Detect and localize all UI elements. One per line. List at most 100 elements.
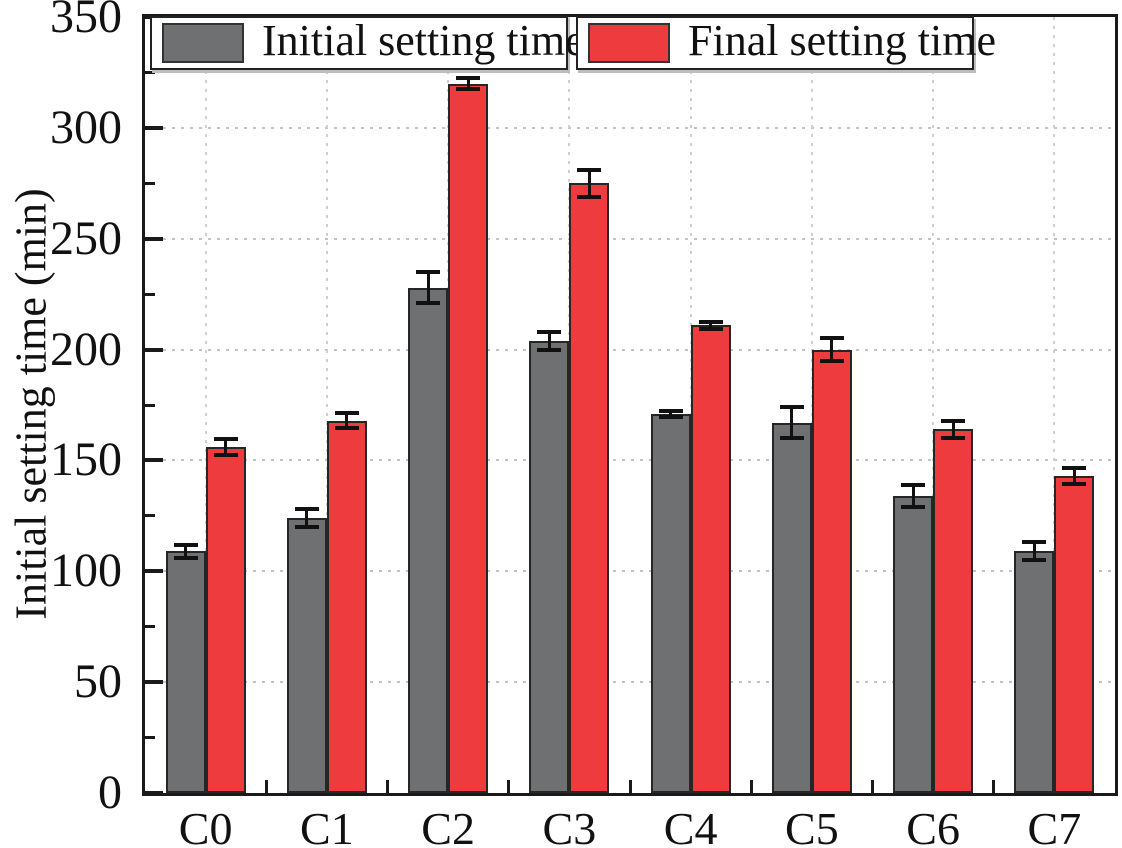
plot-canvas <box>145 15 1115 795</box>
bar-final-C1 <box>326 420 367 793</box>
x-axis-tick <box>871 780 874 793</box>
error-bar-cap-top-final-C1 <box>334 410 359 415</box>
error-bar-initial-C2 <box>426 271 430 303</box>
error-bar-cap-top-initial-C0 <box>173 542 198 547</box>
error-bar-cap-top-initial-C3 <box>537 329 562 334</box>
legend-item-final-setting-time: Final setting time <box>576 16 996 70</box>
error-bar-initial-C0 <box>184 544 188 558</box>
bar-initial-C0 <box>165 551 206 793</box>
y-axis-tick-labels: 0 50 100 150 200 250 300 350 <box>0 0 130 848</box>
y-axis-major-tick <box>145 458 163 463</box>
error-bar-cap-bottom-final-C4 <box>698 326 723 331</box>
y-axis-major-tick <box>145 347 163 352</box>
error-bar-cap-top-final-C4 <box>698 319 723 324</box>
bar-final-C5 <box>811 349 852 793</box>
y-axis-minor-tick <box>145 625 155 629</box>
error-bar-cap-bottom-initial-C7 <box>1022 558 1047 563</box>
bar-initial-C3 <box>529 340 570 793</box>
error-bar-cap-bottom-final-C5 <box>819 358 844 363</box>
y-axis-major-tick <box>145 791 163 795</box>
error-bar-final-C2 <box>466 77 470 90</box>
bar-initial-C2 <box>408 287 449 793</box>
x-tick-label-C4: C4 <box>663 803 718 848</box>
error-bar-cap-bottom-final-C1 <box>334 426 359 431</box>
x-axis-tick <box>628 780 632 793</box>
error-bar-cap-bottom-final-C0 <box>213 452 238 457</box>
x-tick-label-C7: C7 <box>1027 803 1082 848</box>
x-axis-tick <box>386 780 389 793</box>
error-bar-final-C3 <box>587 169 591 197</box>
y-axis-minor-tick <box>145 181 155 185</box>
error-bar-cap-top-initial-C6 <box>901 482 926 487</box>
bar-final-C6 <box>933 429 974 793</box>
legend-label-final-setting-time: Final setting time <box>688 16 996 65</box>
legend-swatch-initial-setting-time <box>162 23 244 63</box>
error-bar-cap-bottom-final-C3 <box>577 194 602 199</box>
error-bar-cap-bottom-final-C6 <box>941 436 966 441</box>
x-axis-tick <box>507 780 511 793</box>
error-bar-final-C4 <box>709 321 713 329</box>
legend-label-initial-setting-time: Initial setting time <box>262 16 585 65</box>
bar-initial-C1 <box>286 518 327 793</box>
error-bar-cap-bottom-final-C2 <box>456 87 481 92</box>
error-bar-cap-bottom-final-C7 <box>1062 481 1087 486</box>
vertical-gridline <box>325 17 328 793</box>
error-bar-cap-top-initial-C1 <box>294 507 319 512</box>
bar-initial-C4 <box>650 413 691 793</box>
error-bar-final-C6 <box>951 420 955 439</box>
error-bar-cap-bottom-initial-C6 <box>901 504 926 509</box>
x-axis-tick <box>749 780 753 793</box>
error-bar-initial-C5 <box>790 407 794 439</box>
error-bar-cap-top-final-C2 <box>456 75 481 80</box>
x-tick-label-C2: C2 <box>421 803 475 848</box>
error-bar-cap-bottom-initial-C5 <box>779 436 804 441</box>
error-bar-cap-bottom-initial-C2 <box>416 301 441 305</box>
error-bar-initial-C7 <box>1032 542 1036 561</box>
error-bar-initial-C3 <box>547 331 551 350</box>
bar-initial-C7 <box>1014 551 1055 793</box>
y-axis-major-tick <box>145 569 163 574</box>
y-axis-minor-tick <box>145 292 155 296</box>
error-bar-cap-top-initial-C7 <box>1022 540 1047 545</box>
error-bar-cap-top-final-C0 <box>213 437 238 442</box>
horizontal-gridline <box>145 237 1115 240</box>
horizontal-gridline <box>145 681 1115 684</box>
y-tick-label-50: 50 <box>74 655 122 709</box>
y-tick-label-200: 200 <box>50 322 122 376</box>
bar-final-C4 <box>690 325 731 793</box>
bar-final-C3 <box>569 183 610 793</box>
y-tick-label-300: 300 <box>50 100 122 154</box>
error-bar-cap-top-final-C3 <box>577 167 602 172</box>
error-bar-final-C0 <box>224 439 228 455</box>
x-tick-label-C6: C6 <box>906 803 960 848</box>
y-tick-label-150: 150 <box>50 433 122 487</box>
error-bar-cap-top-initial-C4 <box>658 408 683 413</box>
bar-initial-C5 <box>771 422 812 793</box>
horizontal-gridline <box>145 459 1115 462</box>
horizontal-gridline <box>145 570 1115 573</box>
error-bar-cap-bottom-initial-C0 <box>173 555 198 560</box>
error-bar-initial-C6 <box>911 484 915 507</box>
y-tick-label-250: 250 <box>50 211 122 265</box>
error-bar-cap-top-final-C6 <box>941 418 966 423</box>
y-tick-label-350: 350 <box>50 0 122 43</box>
y-axis-major-tick <box>145 125 163 130</box>
y-axis-minor-tick <box>145 70 155 74</box>
bar-final-C2 <box>448 83 489 793</box>
x-tick-label-C1: C1 <box>300 803 354 848</box>
x-axis-tick <box>992 780 996 793</box>
legend-item-initial-setting-time: Initial setting time <box>150 16 585 70</box>
y-axis-major-tick <box>145 680 163 685</box>
x-axis-tick <box>264 780 268 793</box>
horizontal-gridline <box>145 126 1115 129</box>
x-tick-label-C0: C0 <box>178 803 233 848</box>
error-bar-cap-bottom-initial-C3 <box>537 347 562 352</box>
y-tick-label-100: 100 <box>50 544 122 598</box>
error-bar-final-C5 <box>830 338 834 361</box>
y-tick-label-0: 0 <box>98 766 122 819</box>
vertical-gridline <box>932 17 935 793</box>
legend-swatch-final-setting-time <box>588 23 670 63</box>
error-bar-cap-top-initial-C5 <box>779 405 804 410</box>
y-axis-minor-tick <box>145 736 155 740</box>
